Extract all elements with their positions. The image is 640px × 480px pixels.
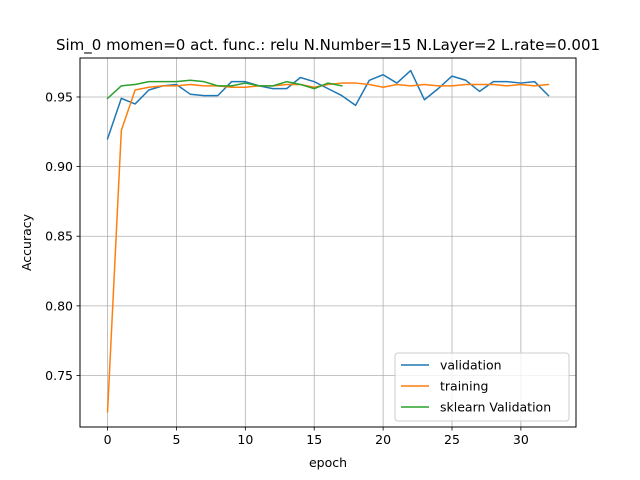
legend-label: validation: [440, 358, 502, 373]
y-tick-label: 0.75: [45, 368, 73, 383]
x-tick-label: 0: [104, 432, 112, 447]
x-tick-label: 10: [237, 432, 253, 447]
legend-box: [394, 352, 570, 422]
x-tick-label: 25: [444, 432, 460, 447]
series-line: [106, 79, 343, 100]
series-line: [106, 69, 550, 140]
y-tick-label: 0.80: [45, 298, 73, 313]
legend: validation training sklearn Validation: [394, 352, 570, 422]
series-line: [106, 82, 550, 413]
y-tick-label: 0.95: [45, 89, 73, 104]
x-tick-label: 5: [172, 432, 180, 447]
series-lines: [106, 69, 550, 413]
y-axis-label: Accuracy: [19, 213, 34, 271]
x-axis-label: epoch: [309, 455, 347, 470]
x-tick-label: 15: [306, 432, 322, 447]
legend-label: sklearn Validation: [440, 400, 551, 415]
x-tick-label: 30: [513, 432, 529, 447]
y-tick-label: 0.85: [45, 229, 73, 244]
axis-ticks: 0 5 10 15 20 25 30 0.75 0.80 0.85 0.90 0.95: [45, 89, 529, 447]
grid: [80, 58, 576, 427]
x-tick-label: 20: [375, 432, 391, 447]
legend-label: training: [440, 379, 488, 394]
plot-frame: [79, 57, 577, 428]
y-tick-label: 0.90: [45, 159, 73, 174]
chart-title: Sim_0 momen=0 act. func.: relu N.Number=…: [56, 36, 600, 55]
